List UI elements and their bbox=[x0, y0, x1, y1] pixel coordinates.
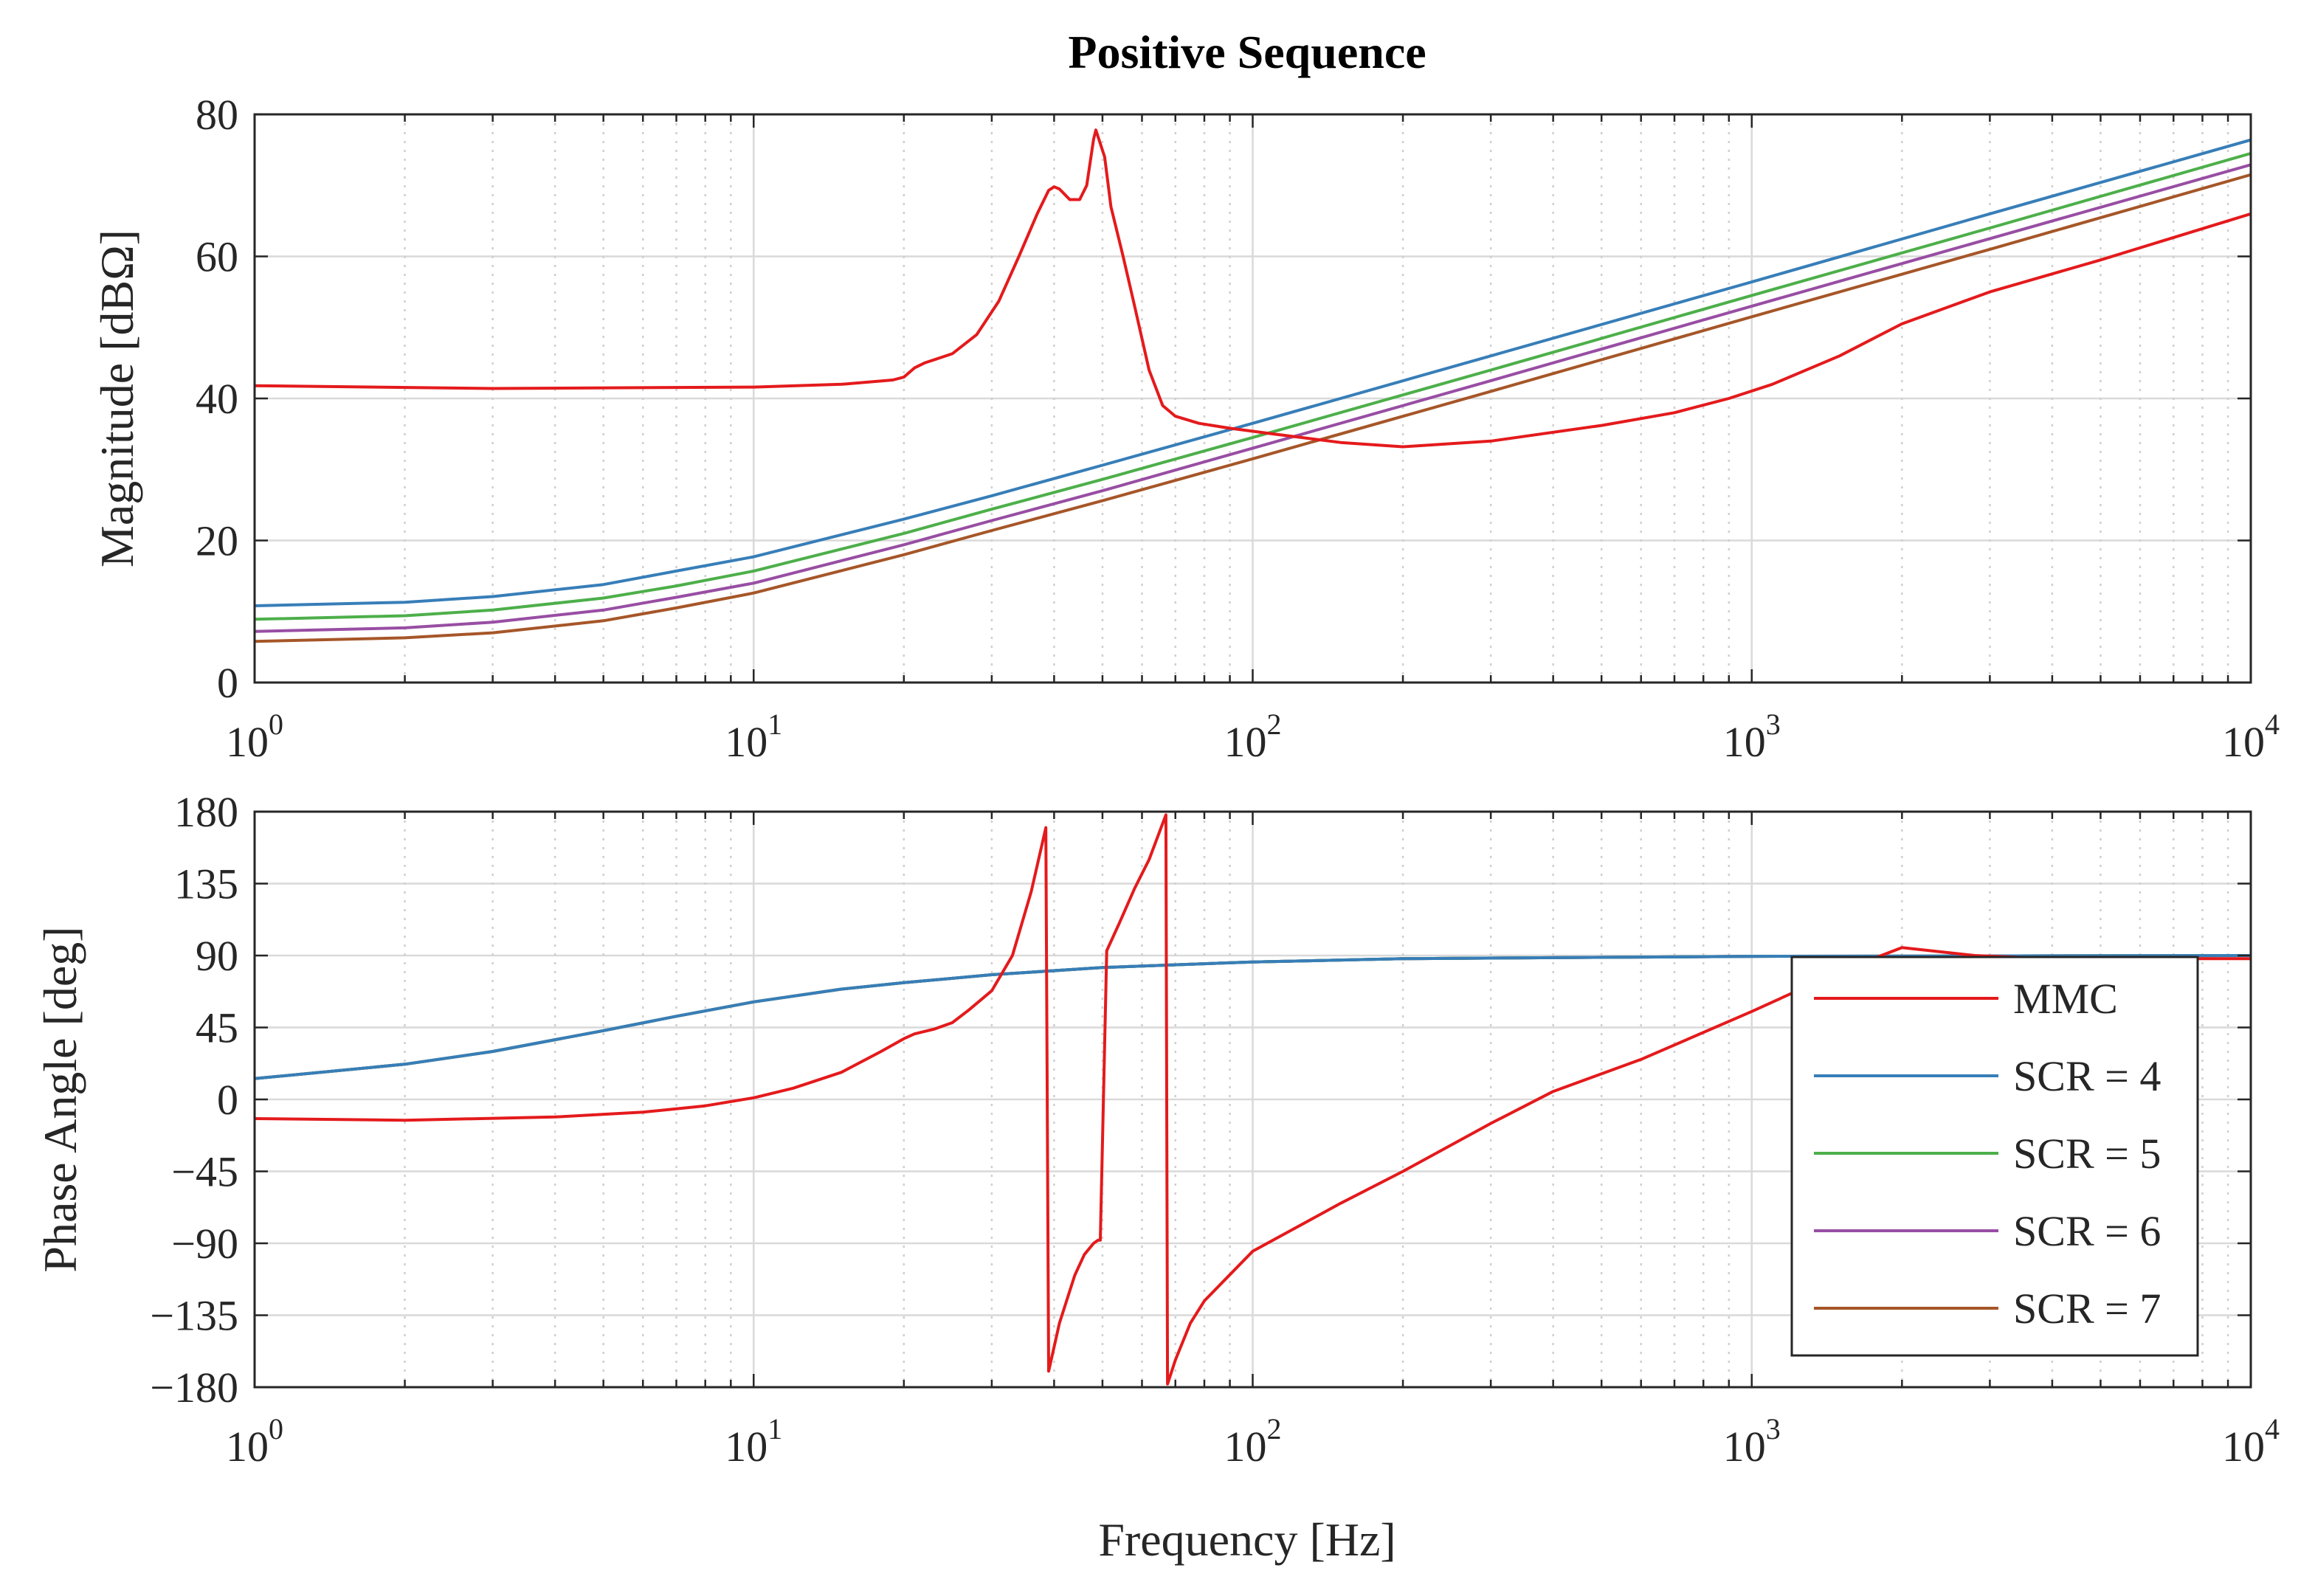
legend: MMC SCR = 4 SCR = 5 SCR = 6 SCR = 7 bbox=[1790, 956, 2199, 1357]
phase-ytick-label: 135 bbox=[174, 860, 238, 908]
magnitude-xtick-label: 104 bbox=[2222, 708, 2280, 766]
phase-series-mmc bbox=[254, 813, 2251, 1386]
phase-ytick-label: −45 bbox=[171, 1148, 238, 1196]
legend-box bbox=[1790, 956, 2199, 1357]
magnitude-series-scr-7 bbox=[254, 173, 2252, 643]
phase-ylabel: Phase Angle [deg] bbox=[34, 926, 86, 1272]
legend-label-scr-7: SCR = 7 bbox=[2013, 1285, 2161, 1333]
phase-xtick-label: 103 bbox=[1723, 1412, 1781, 1471]
magnitude-series-scr-5 bbox=[254, 151, 2252, 621]
magnitude-curves bbox=[254, 128, 2252, 643]
magnitude-panel: 0 20 40 60 80 100 101 102 103 104 Magnitude [dBΩ] bbox=[91, 91, 2280, 766]
phase-xtick-label: 104 bbox=[2222, 1412, 2280, 1471]
magnitude-ytick-label: 40 bbox=[196, 375, 238, 423]
legend-label-mmc: MMC bbox=[2013, 975, 2118, 1023]
phase-ytick-label: 45 bbox=[196, 1004, 238, 1052]
magnitude-ylabel: Magnitude [dBΩ] bbox=[91, 229, 143, 567]
phase-xtick-label: 101 bbox=[725, 1412, 782, 1471]
magnitude-ytick-label: 80 bbox=[196, 91, 238, 139]
phase-xtick-label: 102 bbox=[1224, 1412, 1282, 1471]
phase-ticks: −180 −135 −90 −45 0 45 90 135 180 100 101 102 103 104 bbox=[150, 788, 2280, 1471]
magnitude-series-mmc bbox=[254, 128, 2252, 449]
magnitude-ticks: 0 20 40 60 80 100 101 102 103 104 bbox=[196, 91, 2280, 766]
magnitude-xtick-label: 100 bbox=[226, 708, 283, 766]
magnitude-xtick-label: 103 bbox=[1723, 708, 1781, 766]
phase-series-scr-4 bbox=[254, 954, 2252, 1080]
phase-ytick-label: −180 bbox=[150, 1364, 238, 1412]
magnitude-xtick-label: 102 bbox=[1224, 708, 1282, 766]
legend-label-scr-5: SCR = 5 bbox=[2013, 1130, 2161, 1178]
chart-title: Positive Sequence bbox=[1068, 26, 1426, 78]
phase-xtick-label: 100 bbox=[226, 1412, 283, 1471]
magnitude-ytick-label: 0 bbox=[217, 659, 238, 707]
x-axis-label: Frequency [Hz] bbox=[1098, 1513, 1395, 1566]
magnitude-series-scr-6 bbox=[254, 163, 2252, 633]
magnitude-grid bbox=[255, 114, 2251, 683]
magnitude-xtick-label: 101 bbox=[725, 708, 782, 766]
phase-ytick-label: 0 bbox=[217, 1076, 238, 1124]
phase-ytick-label: 90 bbox=[196, 932, 238, 980]
magnitude-series-scr-4 bbox=[254, 138, 2252, 607]
phase-ytick-label: −135 bbox=[150, 1292, 238, 1340]
legend-label-scr-4: SCR = 4 bbox=[2013, 1052, 2161, 1100]
phase-curves bbox=[254, 813, 2252, 1386]
phase-ytick-label: −90 bbox=[171, 1220, 238, 1268]
phase-ytick-label: 180 bbox=[174, 788, 238, 836]
legend-label-scr-6: SCR = 6 bbox=[2013, 1207, 2161, 1255]
magnitude-ytick-label: 20 bbox=[196, 517, 238, 565]
magnitude-ytick-label: 60 bbox=[196, 233, 238, 281]
